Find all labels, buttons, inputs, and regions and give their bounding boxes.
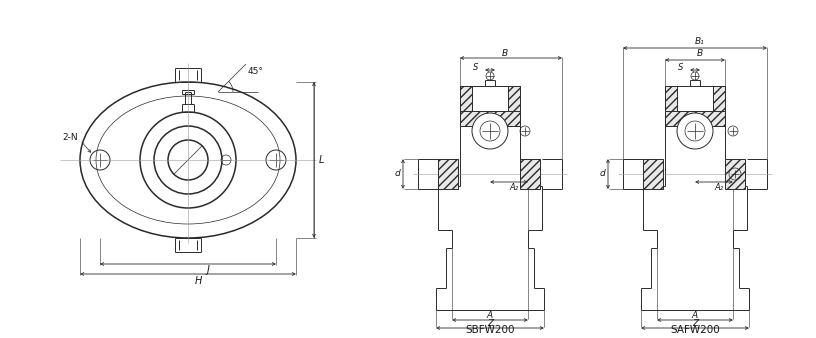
Circle shape bbox=[677, 113, 713, 149]
Text: L: L bbox=[318, 155, 324, 165]
Bar bbox=[520, 159, 540, 189]
Text: J: J bbox=[206, 265, 210, 275]
Text: H: H bbox=[194, 276, 202, 286]
Bar bbox=[508, 86, 520, 126]
Text: Z: Z bbox=[692, 318, 698, 328]
Bar bbox=[665, 111, 725, 126]
Text: B: B bbox=[697, 49, 703, 58]
Text: S: S bbox=[473, 64, 479, 72]
Text: Z: Z bbox=[487, 318, 493, 328]
Text: B: B bbox=[502, 48, 508, 57]
Bar bbox=[460, 111, 520, 126]
Bar bbox=[725, 159, 745, 189]
Bar bbox=[438, 159, 458, 189]
Text: 2-N: 2-N bbox=[62, 134, 78, 143]
Text: SAFW200: SAFW200 bbox=[670, 325, 720, 335]
Circle shape bbox=[472, 113, 508, 149]
Text: S: S bbox=[678, 64, 684, 72]
Text: d: d bbox=[599, 169, 605, 178]
Bar bbox=[665, 86, 677, 126]
Text: 45°: 45° bbox=[248, 68, 264, 76]
Text: A: A bbox=[487, 311, 493, 319]
Text: d: d bbox=[394, 169, 400, 178]
Bar bbox=[643, 159, 663, 189]
Text: A₂: A₂ bbox=[715, 184, 724, 193]
Text: SBFW200: SBFW200 bbox=[465, 325, 515, 335]
Text: B₁: B₁ bbox=[695, 38, 705, 47]
Text: A₂: A₂ bbox=[509, 184, 518, 193]
Bar bbox=[713, 86, 725, 126]
Bar bbox=[460, 86, 472, 126]
Text: A: A bbox=[692, 311, 698, 319]
